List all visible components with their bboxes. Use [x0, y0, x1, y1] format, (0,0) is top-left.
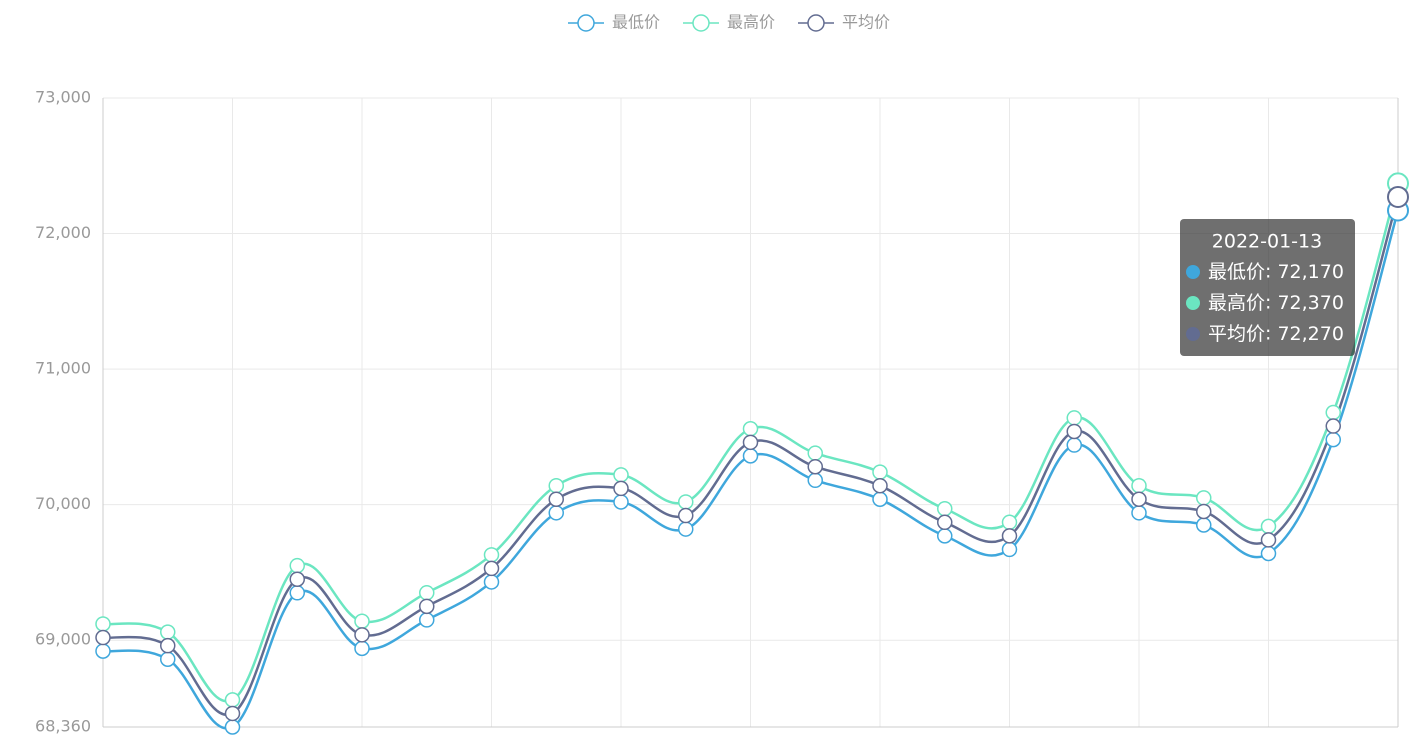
point	[872, 491, 888, 508]
point	[872, 477, 888, 494]
point	[419, 585, 435, 601]
tooltip-title: 2022-01-13	[1212, 231, 1322, 253]
point	[1260, 518, 1277, 535]
point	[807, 472, 823, 489]
point	[95, 629, 111, 646]
legend-label: 最高价	[727, 13, 775, 32]
point	[483, 574, 500, 590]
tooltip-box	[1180, 219, 1355, 356]
legend-icon	[692, 14, 710, 32]
tooltip-item: 平均价: 72,270	[1208, 323, 1344, 345]
point	[224, 719, 241, 735]
tooltip-value: 72,370	[1277, 292, 1343, 314]
point	[160, 637, 176, 654]
legend: 最低价 最高价 平均价	[568, 13, 890, 32]
tooltip-item: 最低价: 72,170	[1208, 261, 1344, 283]
tooltip-name: 平均价	[1208, 323, 1265, 345]
point	[613, 494, 629, 510]
point	[1387, 185, 1409, 208]
point	[742, 434, 759, 451]
point	[289, 557, 305, 574]
point	[1260, 545, 1277, 562]
point	[1325, 431, 1341, 448]
point	[1260, 532, 1277, 548]
point	[807, 445, 823, 461]
point	[160, 651, 176, 667]
point	[548, 477, 564, 494]
point	[95, 643, 111, 659]
point	[354, 627, 370, 643]
point	[160, 624, 176, 640]
tooltip-name: 最高价	[1208, 292, 1265, 314]
point	[224, 692, 241, 708]
point	[354, 640, 370, 657]
grid: 68,360 69,000 70,000 71,000 72,000 73,000	[35, 88, 1399, 736]
legend-icon	[577, 14, 595, 32]
point	[807, 458, 823, 475]
point	[289, 585, 305, 601]
tooltip-dot	[1186, 296, 1200, 310]
legend-label: 最低价	[612, 13, 660, 32]
tooltip-item: 最高价: 72,370	[1208, 292, 1344, 314]
point	[1325, 418, 1341, 434]
point	[742, 421, 759, 437]
legend-icon	[807, 14, 825, 32]
legend-label: 平均价	[842, 13, 890, 32]
point	[548, 491, 564, 508]
point	[483, 547, 500, 563]
point	[1066, 423, 1082, 440]
point	[224, 705, 241, 722]
point	[613, 480, 629, 497]
point	[742, 448, 759, 464]
point	[1196, 517, 1212, 533]
point	[613, 467, 629, 483]
y-tick-label: 70,000	[35, 494, 91, 513]
point	[1066, 410, 1082, 426]
point	[354, 613, 370, 630]
point	[483, 560, 500, 577]
point	[1131, 491, 1147, 508]
point	[419, 612, 435, 628]
point	[95, 616, 111, 632]
point	[1325, 404, 1341, 421]
y-tick-label: 69,000	[35, 630, 91, 649]
point	[937, 528, 953, 544]
tooltip-dot	[1186, 265, 1200, 279]
point	[872, 464, 888, 480]
tooltip-name: 最低价	[1208, 261, 1265, 283]
point	[1196, 503, 1212, 520]
point	[1131, 505, 1147, 521]
point	[1196, 490, 1212, 506]
tooltip-dot	[1186, 327, 1200, 341]
point	[1066, 437, 1082, 453]
point	[1001, 528, 1018, 544]
lines	[95, 172, 1409, 735]
point	[419, 598, 435, 615]
point	[937, 500, 953, 517]
point	[678, 521, 694, 537]
point	[289, 571, 305, 587]
point	[548, 505, 564, 521]
y-tick-label: 72,000	[35, 223, 91, 242]
tooltip-value: 72,270	[1277, 323, 1343, 345]
point	[1131, 477, 1147, 494]
y-tick-label: 71,000	[35, 359, 91, 378]
point	[678, 507, 694, 524]
point	[1001, 514, 1018, 531]
y-tick-label: 68,360	[35, 717, 91, 736]
point	[937, 514, 953, 531]
tooltip-value: 72,170	[1277, 261, 1343, 283]
point	[678, 494, 694, 510]
tooltip: 2022-01-13 最低价: 72,170 最高价: 72,370 平均价: 72…	[1180, 219, 1355, 356]
y-tick-label: 73,000	[35, 88, 91, 107]
point	[1001, 541, 1018, 558]
